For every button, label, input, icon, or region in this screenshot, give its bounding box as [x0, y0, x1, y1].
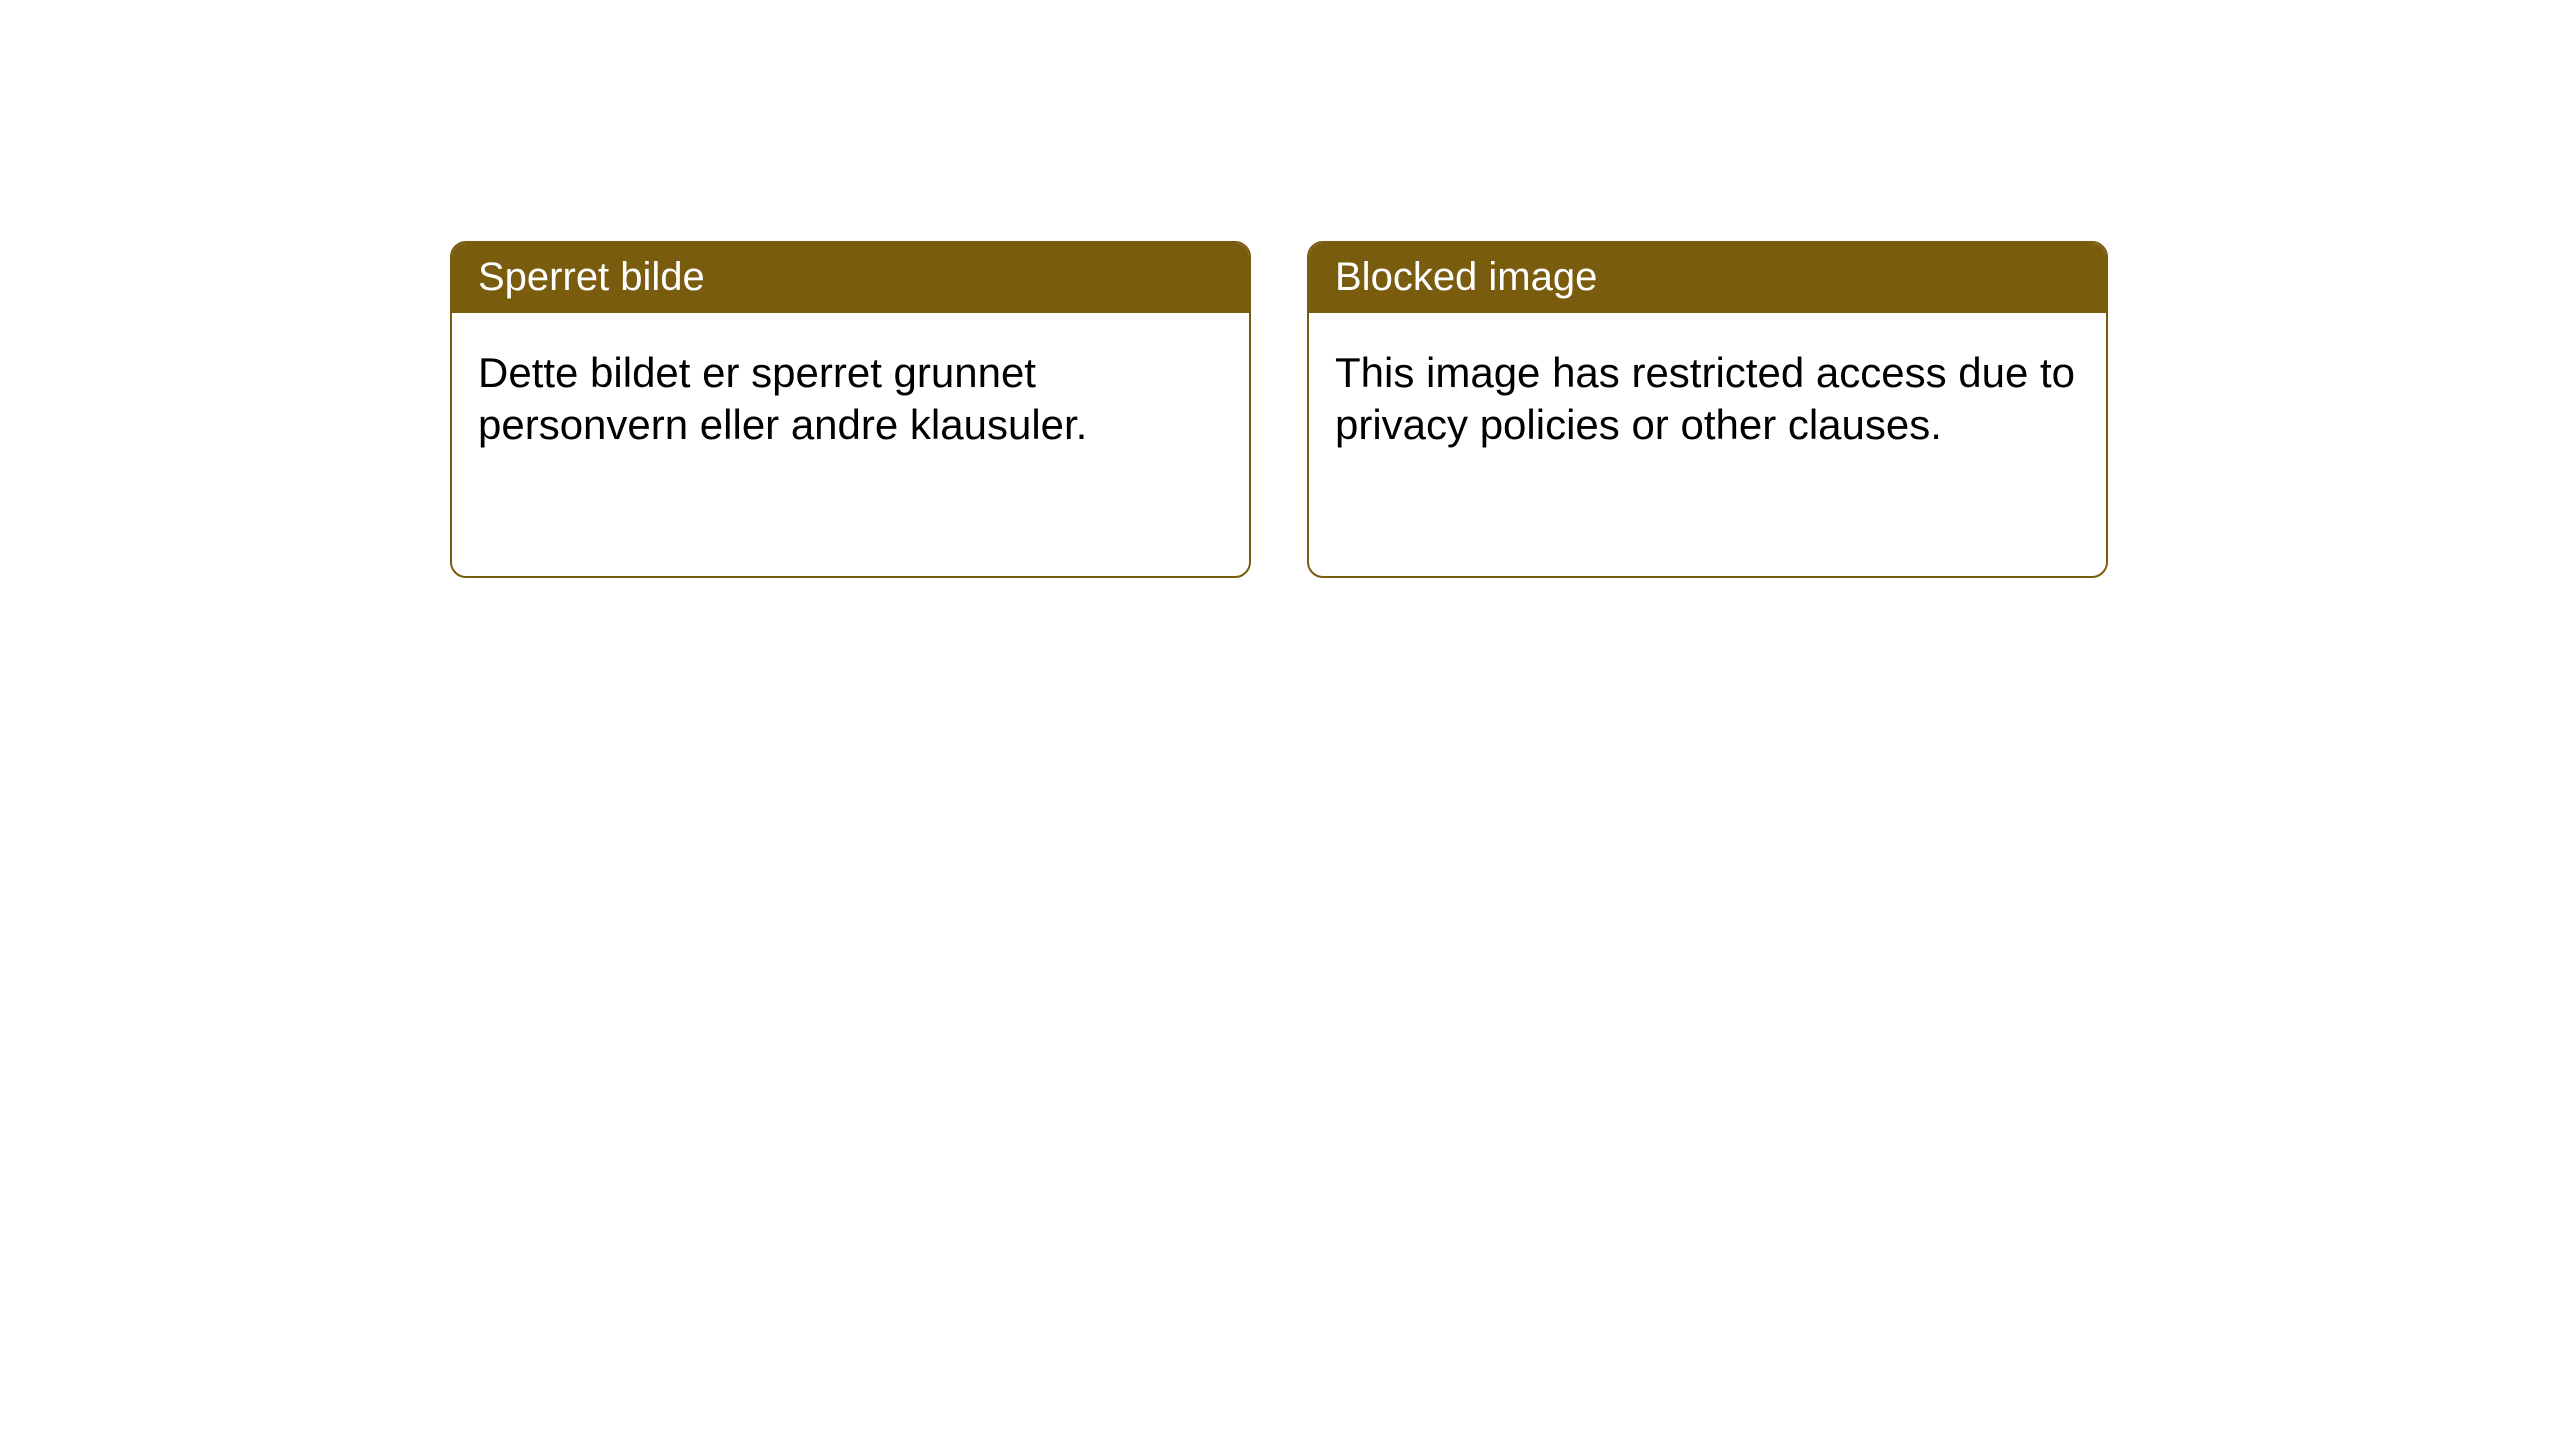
card-body-text: This image has restricted access due to …	[1335, 349, 2075, 448]
notice-container: Sperret bilde Dette bildet er sperret gr…	[0, 0, 2560, 578]
card-body-text: Dette bildet er sperret grunnet personve…	[478, 349, 1087, 448]
notice-card-english: Blocked image This image has restricted …	[1307, 241, 2108, 578]
card-body: This image has restricted access due to …	[1309, 313, 2106, 471]
notice-card-norwegian: Sperret bilde Dette bildet er sperret gr…	[450, 241, 1251, 578]
card-body: Dette bildet er sperret grunnet personve…	[452, 313, 1249, 471]
card-header: Sperret bilde	[452, 243, 1249, 313]
card-title: Sperret bilde	[478, 255, 705, 299]
card-header: Blocked image	[1309, 243, 2106, 313]
card-title: Blocked image	[1335, 255, 1597, 299]
